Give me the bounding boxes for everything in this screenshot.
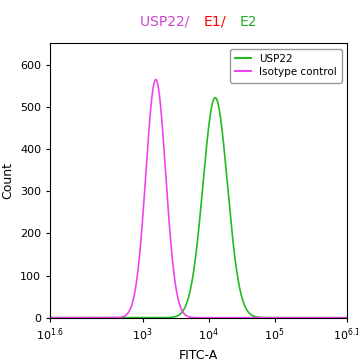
- Legend: USP22, Isotype control: USP22, Isotype control: [230, 48, 342, 83]
- Text: USP22/: USP22/: [140, 15, 194, 29]
- Text: E1: E1: [203, 15, 221, 29]
- Y-axis label: Count: Count: [1, 162, 14, 199]
- Text: E2: E2: [239, 15, 257, 29]
- Text: /: /: [221, 15, 230, 29]
- X-axis label: FITC-A: FITC-A: [179, 349, 218, 361]
